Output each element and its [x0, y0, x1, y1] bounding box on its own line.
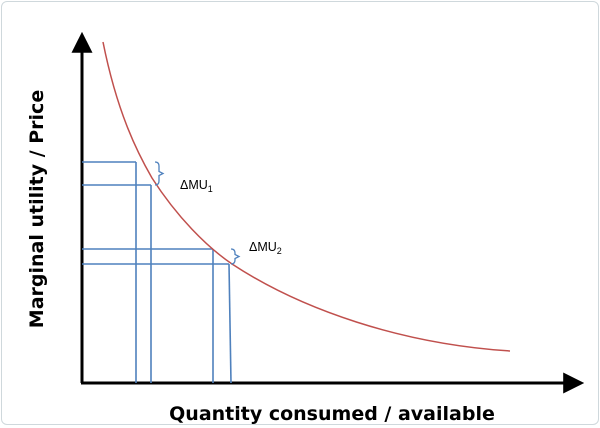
marginal-utility-curve [102, 41, 511, 352]
guide-v-2b [228, 263, 232, 384]
bracket-dmu1 [154, 161, 165, 186]
bracket-dmu2 [230, 248, 241, 265]
delta-mu2-label: ΔMU2 [249, 240, 282, 256]
guide-lines [82, 161, 232, 384]
x-axis-title: Quantity consumed / available [169, 403, 495, 425]
y-axis-title: Marginal utility / Price [26, 90, 48, 328]
delta-brackets [154, 161, 241, 265]
delta-mu1-label: ΔMU1 [180, 178, 213, 194]
